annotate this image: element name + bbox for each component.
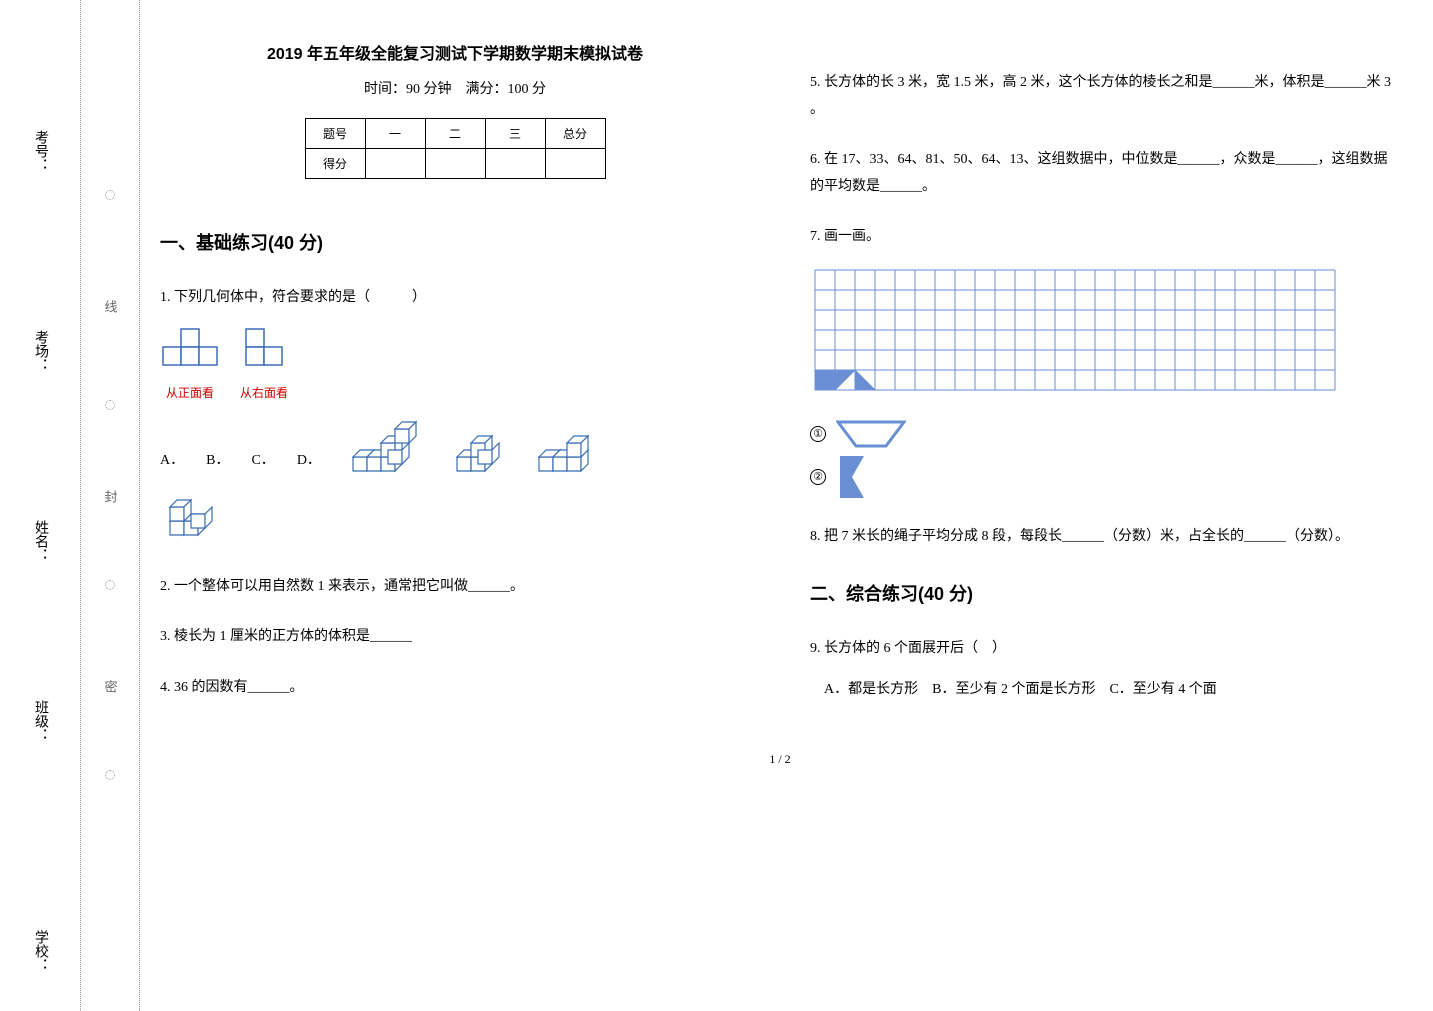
binding-circle: [105, 190, 115, 200]
score-cell: 题号: [305, 119, 365, 149]
binding-seal-mi: 密: [101, 680, 120, 693]
score-table: 题号 一 二 三 总分 得分: [305, 118, 606, 179]
score-cell: 得分: [305, 149, 365, 179]
score-cell: [485, 149, 545, 179]
section1-title: 一、基础练习(40 分): [160, 229, 750, 255]
opt-b-label: B．: [206, 448, 229, 475]
q7-shape2-row: ②: [810, 454, 1400, 500]
question-1: 1. 下列几何体中，符合要求的是（ ） 从正面看: [160, 285, 750, 550]
question-8: 8. 把 7 米长的绳子平均分成 8 段，每段长______（分数）米，占全长的…: [810, 524, 1400, 551]
iso-option-4: [160, 483, 224, 539]
score-cell: [545, 149, 605, 179]
iso-option-1: [343, 419, 429, 475]
q9-text: 9. 长方体的 6 个面展开后（ ）: [810, 636, 1400, 663]
side-label-room: 考场：: [30, 330, 50, 372]
side-label-name: 姓名：: [30, 520, 50, 562]
page-content: 2019 年五年级全能复习测试下学期数学期末模拟试卷 时间：90 分钟 满分：1…: [160, 40, 1400, 727]
front-view-svg: [160, 326, 220, 368]
opt-c-label: C．: [251, 448, 274, 475]
exam-title: 2019 年五年级全能复习测试下学期数学期末模拟试卷: [160, 40, 750, 64]
table-row: 得分: [305, 149, 605, 179]
exam-subtitle: 时间：90 分钟 满分：100 分: [160, 78, 750, 98]
opt-d-label: D．: [297, 448, 321, 475]
binding-seal-line: 线: [101, 300, 120, 313]
table-row: 题号 一 二 三 总分: [305, 119, 605, 149]
question-5: 5. 长方体的长 3 米，宽 1.5 米，高 2 米，这个长方体的棱长之和是__…: [810, 70, 1400, 123]
side-label-examno: 考号：: [30, 130, 50, 172]
right-view: 从右面看: [240, 326, 288, 405]
q1-text: 1. 下列几何体中，符合要求的是（ ）: [160, 285, 750, 312]
score-cell: 总分: [545, 119, 605, 149]
q1-options: A． B． C． D．: [160, 419, 750, 475]
score-cell: 三: [485, 119, 545, 149]
q7-grid: (function(){ var svg=document.querySelec…: [810, 265, 1400, 406]
question-3: 3. 棱长为 1 厘米的正方体的体积是______: [160, 624, 750, 651]
q7-shape2: [836, 454, 872, 500]
front-view-label: 从正面看: [160, 382, 220, 405]
q7-shape1-row: ①: [810, 420, 1400, 448]
binding-strip: 线 封 密: [80, 0, 140, 1011]
front-view: 从正面看: [160, 326, 220, 405]
binding-circle: [105, 770, 115, 780]
q1-views: 从正面看 从右面看: [160, 326, 750, 405]
left-column: 2019 年五年级全能复习测试下学期数学期末模拟试卷 时间：90 分钟 满分：1…: [160, 40, 750, 727]
question-9: 9. 长方体的 6 个面展开后（ ） A．都是长方形 B．至少有 2 个面是长方…: [810, 636, 1400, 703]
side-label-class: 班级：: [30, 700, 50, 742]
side-label-strip: 考号： 考场： 姓名： 班级： 学校：: [30, 0, 70, 1011]
opt-a-label: A．: [160, 448, 184, 475]
binding-seal-feng: 封: [101, 490, 120, 503]
marker-1: ①: [810, 426, 826, 442]
right-column: 5. 长方体的长 3 米，宽 1.5 米，高 2 米，这个长方体的棱长之和是__…: [810, 40, 1400, 727]
page-number: 1 / 2: [160, 752, 1400, 767]
score-cell: [425, 149, 485, 179]
section2-title: 二、综合练习(40 分): [810, 580, 1400, 606]
question-4: 4. 36 的因数有______。: [160, 675, 750, 702]
marker-2: ②: [810, 469, 826, 485]
q7-grid-svg: [810, 265, 1340, 395]
q1-extra-option: [160, 483, 750, 550]
question-7: 7. 画一画。 (function(){ var svg=docume: [810, 224, 1400, 499]
q7-shape1: [836, 420, 906, 448]
right-view-label: 从右面看: [240, 382, 288, 405]
side-label-school: 学校：: [30, 930, 50, 972]
iso-option-3: [529, 419, 601, 475]
binding-circle: [105, 580, 115, 590]
iso-option-2: [447, 419, 511, 475]
q7-text: 7. 画一画。: [810, 224, 1400, 251]
question-6: 6. 在 17、33、64、81、50、64、13、这组数据中，中位数是____…: [810, 147, 1400, 200]
score-cell: 一: [365, 119, 425, 149]
binding-circle: [105, 400, 115, 410]
q9-options: A．都是长方形 B．至少有 2 个面是长方形 C．至少有 4 个面: [810, 677, 1400, 704]
score-cell: 二: [425, 119, 485, 149]
question-2: 2. 一个整体可以用自然数 1 来表示，通常把它叫做______。: [160, 574, 750, 601]
right-view-svg: [243, 326, 285, 368]
score-cell: [365, 149, 425, 179]
